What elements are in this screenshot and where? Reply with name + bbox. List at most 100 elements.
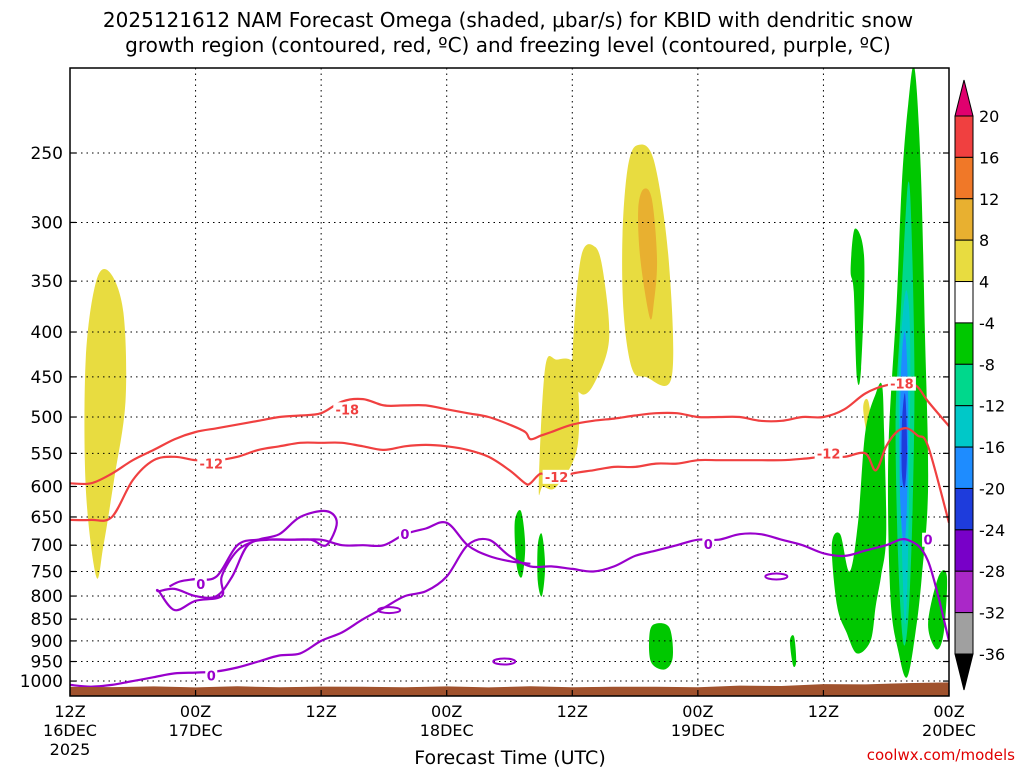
colorbar-label-8: -16 [979,438,1005,457]
contour-label-9: 0 [207,669,216,684]
contour-label-bg-3 [814,446,843,461]
x-tick-time-5: 00Z [682,702,713,721]
omega-region-10 [850,228,865,386]
dgz-contour-1 [70,427,949,524]
y-tick-label-550: 550 [31,444,63,464]
x-tick-date-3: 18DEC [420,721,474,740]
chart-title-line2: growth region (contoured, red, ºC) and f… [125,33,891,57]
colorbar-box-10 [954,529,974,572]
y-tick-label-700: 700 [31,536,63,556]
chart-title-line1: 2025121612 NAM Forecast Omega (shaded, μ… [103,8,913,32]
freezing-contour-1 [168,521,531,588]
colorbar-label-4: 4 [979,273,989,292]
colorbar-box-11 [954,570,974,614]
y-tick-label-600: 600 [31,477,63,497]
contour-label-4: -18 [890,378,914,393]
x-tick-time-6: 12Z [808,702,839,721]
omega-region-2 [572,244,610,395]
colorbar-label-13: -36 [979,645,1005,664]
x-tick-date-7: 20DEC [922,721,976,740]
contour-label-6: 0 [400,528,409,543]
contour-label-1: -12 [200,458,224,473]
colorbar-box-7 [954,405,974,448]
contour-lines [70,382,949,688]
colorbar-label-9: -20 [979,479,1005,498]
terrain-area [70,682,949,696]
terrain-fill [70,682,949,696]
y-tick-label-250: 250 [31,144,63,164]
colorbar-box-2 [954,198,974,241]
y-tick-label-450: 450 [31,368,63,388]
omega-region-17 [901,393,908,488]
y-axis-ticks: 2503003504004505005506006507007508008509… [20,144,949,692]
omega-region-0 [84,269,127,579]
contour-label-bg-0 [333,402,362,417]
omega-region-4 [638,188,658,320]
omega-region-9 [789,635,797,668]
contour-label-0: -18 [336,403,360,418]
y-tick-label-1000: 1000 [20,672,63,692]
x-tick-time-2: 12Z [305,702,336,721]
x-tick-date-1: 17DEC [169,721,223,740]
x-tick-time-1: 00Z [180,702,211,721]
y-tick-label-300: 300 [31,213,63,233]
colorbar-box-9 [954,487,974,531]
contour-label-bg-8 [922,532,935,547]
colorbar-box-8 [954,446,974,489]
credit-text: coolwx.com/models [867,746,1015,764]
colorbar-box-12 [954,612,974,655]
colorbar-box-1 [954,156,974,200]
y-tick-label-350: 350 [31,272,63,292]
colorbar-box-4 [954,281,974,324]
omega-region-1 [538,355,580,496]
y-tick-label-500: 500 [31,408,63,428]
x-tick-time-4: 12Z [557,702,588,721]
colorbar-label-5: -4 [979,314,995,333]
y-tick-label-750: 750 [31,562,63,582]
y-tick-label-800: 800 [31,587,63,607]
y-tick-label-950: 950 [31,653,63,673]
contour-label-7: 0 [704,538,713,553]
plot-grid [69,68,950,696]
contour-label-3: -12 [817,447,841,462]
contour-label-bg-5 [194,576,207,591]
colorbar-label-10: -24 [979,521,1005,540]
x-tick-date-0: 16DEC [43,721,97,740]
x-axis-label: Forecast Time (UTC) [414,747,605,768]
contour-label-bg-6 [398,527,411,542]
y-tick-label-650: 650 [31,508,63,528]
omega-shading [84,68,948,678]
freezing-contour-2 [155,509,338,612]
plot-frame [69,67,950,697]
contour-label-bg-2 [542,469,571,484]
freezing-loop-0 [377,606,402,615]
x-tick-time-0: 12Z [54,702,85,721]
freezing-loop-2 [764,572,789,581]
colorbar-label-12: -32 [979,604,1005,623]
contour-label-bg-9 [205,668,218,683]
colorbar-label-2: 12 [979,190,999,209]
colorbar-box-0 [954,115,974,158]
contour-label-bg-7 [702,537,715,552]
colorbar-label-3: 8 [979,231,989,250]
contour-label-5: 0 [196,578,205,593]
colorbar-label-0: 20 [979,107,999,126]
dgz-contour-0 [70,382,949,486]
freezing-loop-1 [492,657,517,666]
colorbar-label-7: -12 [979,397,1005,416]
omega-region-11 [831,382,887,654]
contour-labels: -18 -12 -12 -12 -18 0 0 0 0 0 [194,376,935,684]
colorbar-label-1: 16 [979,148,999,167]
contour-label-8: 0 [924,534,933,549]
x-tick-time-3: 00Z [431,702,462,721]
omega-region-7 [537,533,546,597]
y-tick-label-900: 900 [31,632,63,652]
colorbar-top-arrow [954,79,974,117]
colorbar-box-3 [954,239,974,283]
colorbar-label-11: -28 [979,562,1005,581]
contour-label-bg-4 [887,376,916,391]
omega-region-6 [514,509,526,578]
colorbar-label-6: -8 [979,355,995,374]
x-tick-time-7: 00Z [933,702,964,721]
